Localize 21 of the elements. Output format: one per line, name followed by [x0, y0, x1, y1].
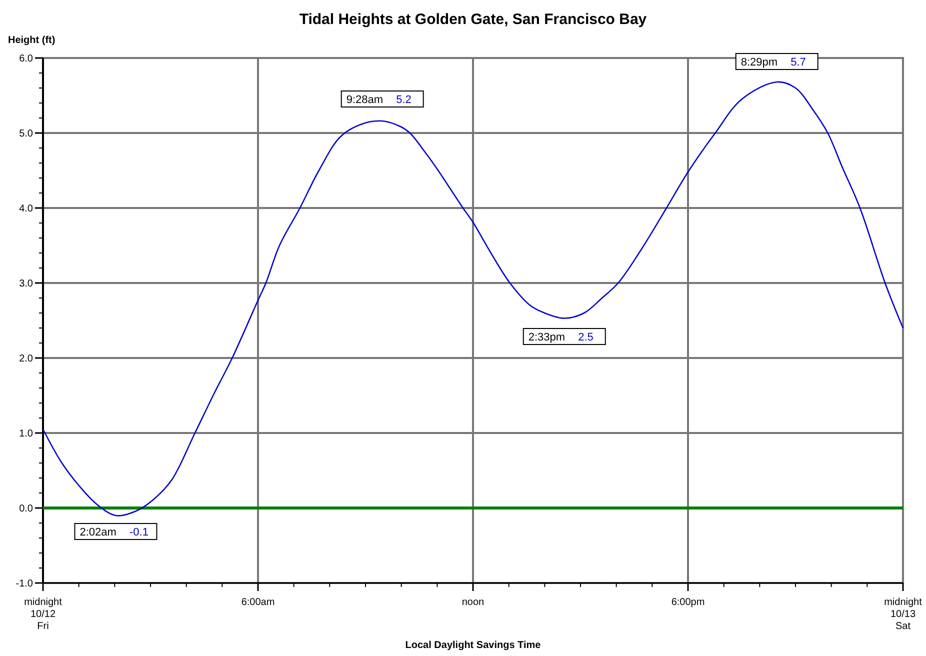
annotation: 2:02am -0.1: [80, 526, 148, 538]
annotation: 2:33pm 2.5: [528, 332, 594, 344]
y-tick-label: 3.0: [19, 278, 34, 290]
line-series: [42, 81, 904, 516]
y-axis-title: Height (ft): [8, 35, 56, 46]
chart-title: Tidal Heights at Golden Gate, San Francisco Bay: [299, 11, 648, 28]
annotation: 8:29pm 5.7: [740, 56, 806, 68]
y-tick-label: 6.0: [19, 54, 34, 64]
y-tick-label: 0.0: [19, 504, 34, 514]
y-tick-label: 2.0: [19, 354, 34, 364]
y-tick-label: 1.0: [19, 428, 34, 440]
y-tick-label: -1.0: [16, 578, 34, 590]
y-tick-label: 4.0: [19, 204, 34, 214]
x-tick-label: 6:00am: [241, 597, 275, 608]
annotation: 9:28am 5.2: [346, 94, 412, 106]
y-tick-label: 5.0: [19, 128, 34, 140]
x-axis-title: Local Daylight Savings Time: [405, 640, 542, 651]
x-tick-label: 6:00pm: [671, 597, 705, 608]
x-tick-label: midnight 10/12 Fri: [24, 597, 62, 632]
x-tick-label: midnight 10/13 Sat: [884, 597, 922, 632]
x-tick-label: noon: [462, 597, 484, 608]
